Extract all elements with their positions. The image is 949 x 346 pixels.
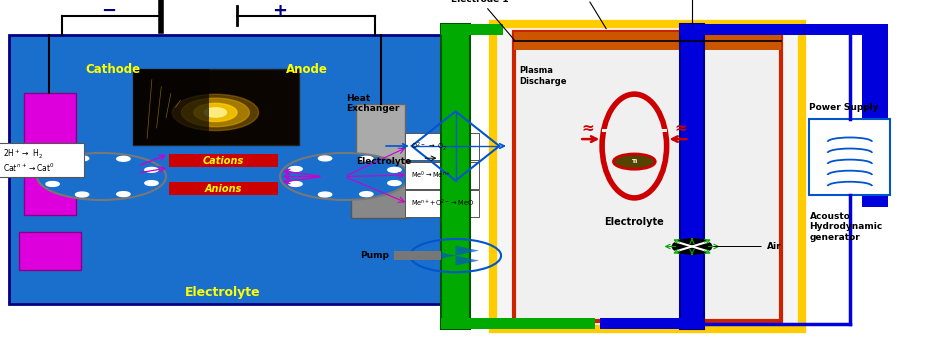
Text: −: − — [102, 2, 117, 20]
Bar — [600, 318, 704, 329]
Bar — [9, 35, 446, 304]
Text: Anode: Anode — [286, 63, 327, 76]
Text: Heat
Exchanger: Heat Exchanger — [346, 94, 400, 113]
Bar — [602, 129, 666, 132]
Circle shape — [145, 181, 158, 185]
Text: Cathode: Cathode — [85, 63, 140, 76]
Ellipse shape — [181, 98, 250, 127]
Polygon shape — [432, 251, 456, 261]
Text: Anions: Anions — [204, 184, 242, 193]
Circle shape — [280, 153, 409, 200]
Bar — [169, 154, 278, 167]
Polygon shape — [456, 246, 479, 256]
Circle shape — [76, 156, 89, 161]
FancyBboxPatch shape — [405, 162, 479, 189]
Circle shape — [145, 167, 158, 172]
Circle shape — [388, 181, 401, 185]
Bar — [679, 24, 704, 329]
Bar — [809, 119, 890, 195]
Bar — [394, 252, 441, 260]
Text: Plasma
Discharge: Plasma Discharge — [519, 66, 567, 86]
Bar — [441, 318, 595, 329]
Text: 2H$^+$$\rightarrow$ H$_2$: 2H$^+$$\rightarrow$ H$_2$ — [3, 148, 43, 161]
Text: Cations: Cations — [202, 156, 244, 166]
Circle shape — [37, 153, 166, 200]
FancyBboxPatch shape — [405, 133, 479, 160]
Ellipse shape — [172, 94, 258, 130]
Bar — [493, 24, 802, 329]
Polygon shape — [456, 256, 479, 266]
Circle shape — [288, 182, 302, 186]
Bar — [679, 24, 887, 35]
Text: +: + — [272, 2, 288, 20]
Circle shape — [76, 192, 89, 197]
Text: Power Supply: Power Supply — [809, 103, 879, 112]
Bar — [24, 93, 76, 215]
Text: Ti: Ti — [631, 159, 638, 164]
Text: ≈: ≈ — [675, 121, 687, 136]
Text: Ca$t^{n+}$$\rightarrow$Cat$^0$: Ca$t^{n+}$$\rightarrow$Cat$^0$ — [3, 162, 54, 174]
Text: Me$^{n+}$+O$^{2-}$$\rightarrow$MeO: Me$^{n+}$+O$^{2-}$$\rightarrow$MeO — [411, 198, 474, 209]
Circle shape — [360, 192, 373, 197]
Bar — [441, 24, 470, 329]
Circle shape — [613, 154, 655, 169]
Circle shape — [319, 156, 332, 161]
Text: Pump: Pump — [361, 251, 389, 260]
Text: Electrolyte: Electrolyte — [185, 286, 261, 299]
Bar — [441, 24, 503, 35]
Circle shape — [319, 192, 332, 197]
Text: O$^{2-}$ $\rightarrow$ O$_2$: O$^{2-}$ $\rightarrow$ O$_2$ — [411, 140, 447, 153]
Bar — [862, 24, 888, 207]
Text: Acousto
Hydrodynamic
generator: Acousto Hydrodynamic generator — [809, 212, 883, 242]
Bar — [356, 104, 405, 180]
Text: Electrode 2: Electrode 2 — [555, 0, 613, 29]
FancyBboxPatch shape — [0, 143, 84, 177]
Circle shape — [117, 156, 130, 161]
Circle shape — [360, 156, 373, 161]
Ellipse shape — [204, 108, 227, 117]
FancyBboxPatch shape — [405, 190, 479, 217]
Circle shape — [117, 192, 130, 197]
Circle shape — [673, 239, 711, 253]
Bar — [514, 32, 781, 321]
Circle shape — [46, 166, 59, 171]
Text: Air: Air — [767, 242, 781, 251]
Bar — [351, 176, 408, 218]
Text: Me$^0$$\rightarrow$Me$^{n+}$: Me$^0$$\rightarrow$Me$^{n+}$ — [411, 170, 451, 181]
Circle shape — [288, 166, 302, 171]
Ellipse shape — [194, 103, 237, 121]
Circle shape — [46, 182, 59, 186]
Bar — [133, 69, 299, 145]
Text: Electrolyte: Electrolyte — [356, 157, 411, 166]
Circle shape — [388, 167, 401, 172]
Bar — [169, 182, 278, 195]
Text: ≈: ≈ — [582, 121, 594, 136]
Bar — [514, 32, 781, 50]
Text: Electrolyte: Electrolyte — [605, 217, 664, 227]
Bar — [133, 69, 209, 145]
Bar — [19, 232, 81, 270]
Text: Electrode 1: Electrode 1 — [451, 0, 514, 40]
